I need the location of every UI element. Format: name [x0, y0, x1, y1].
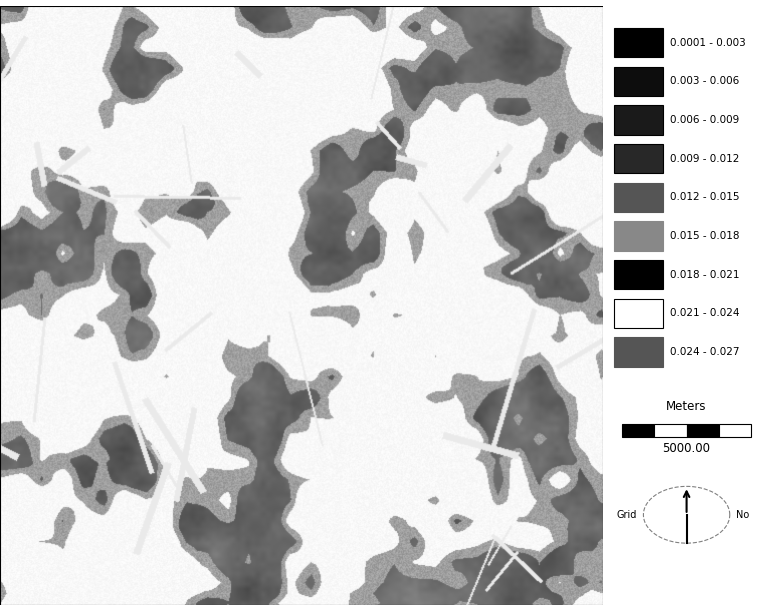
Bar	[614, 221, 663, 251]
Text: Grid: Grid	[616, 510, 636, 520]
Bar	[686, 424, 719, 437]
Text: 5000.00: 5000.00	[663, 442, 710, 455]
Text: 0.006 - 0.009: 0.006 - 0.009	[670, 115, 739, 125]
Text: 0.018 - 0.021: 0.018 - 0.021	[670, 269, 739, 280]
Text: 0.003 - 0.006: 0.003 - 0.006	[670, 76, 739, 86]
Text: 0.0001 - 0.003: 0.0001 - 0.003	[670, 37, 745, 48]
Text: 0.012 - 0.015: 0.012 - 0.015	[670, 192, 739, 202]
Text: 0.015 - 0.018: 0.015 - 0.018	[670, 231, 739, 241]
Text: 0.024 - 0.027: 0.024 - 0.027	[670, 347, 739, 357]
Bar	[614, 144, 663, 174]
Bar	[614, 183, 663, 212]
Text: No: No	[735, 510, 748, 520]
Bar	[614, 67, 663, 96]
Bar	[622, 424, 654, 437]
Bar	[614, 105, 663, 134]
Bar	[719, 424, 752, 437]
Bar	[614, 260, 663, 290]
Text: 0.009 - 0.012: 0.009 - 0.012	[670, 153, 739, 164]
Bar	[614, 28, 663, 57]
Bar	[614, 337, 663, 367]
Text: Meters: Meters	[666, 400, 707, 413]
Text: 0.021 - 0.024: 0.021 - 0.024	[670, 309, 739, 318]
Bar	[654, 424, 686, 437]
Bar	[614, 299, 663, 328]
